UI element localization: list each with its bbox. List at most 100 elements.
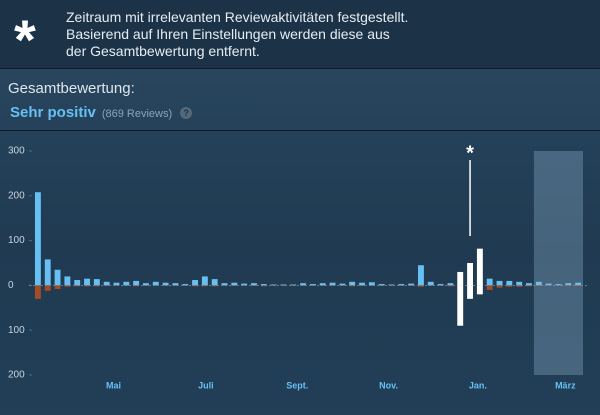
bar <box>496 280 503 286</box>
bar <box>192 280 198 286</box>
bar <box>575 285 582 287</box>
bar <box>565 285 572 287</box>
bar <box>162 282 169 286</box>
bar <box>457 285 464 326</box>
bar <box>575 282 582 286</box>
bar <box>486 278 493 286</box>
bar <box>290 284 297 286</box>
selection-range <box>533 151 583 375</box>
bar <box>54 285 61 289</box>
y-tick-label: 100 <box>8 235 25 246</box>
bar <box>545 283 552 286</box>
bar <box>152 281 159 286</box>
bar <box>408 283 415 286</box>
bar <box>44 259 51 286</box>
bar <box>516 285 523 287</box>
bar <box>103 281 110 286</box>
bar <box>192 285 198 287</box>
bar <box>93 279 100 286</box>
bar <box>133 280 140 286</box>
x-tick-label: März <box>555 380 576 390</box>
bar <box>467 285 473 299</box>
bar <box>467 263 473 286</box>
bar <box>309 284 316 286</box>
y-tick-label: 0 <box>8 280 14 291</box>
bar <box>221 283 228 286</box>
bar <box>329 282 336 286</box>
bar <box>74 280 81 286</box>
bar <box>447 283 454 286</box>
bar <box>476 285 483 295</box>
bar <box>113 282 120 286</box>
bar <box>349 285 356 287</box>
bar <box>319 283 326 286</box>
bar <box>447 285 454 287</box>
bar <box>84 285 90 287</box>
bar <box>260 284 267 286</box>
bar <box>84 278 90 286</box>
bar <box>93 285 100 287</box>
notice-icon: * <box>14 8 36 71</box>
bar <box>133 285 140 287</box>
bar <box>437 284 444 286</box>
bar <box>526 283 532 286</box>
x-tick-label: Mai <box>106 380 121 390</box>
y-tick-label: 300 <box>8 146 25 157</box>
notice-line: Zeitraum mit irrelevanten Reviewaktivitä… <box>66 9 409 25</box>
bar <box>54 269 61 286</box>
bar <box>535 285 542 287</box>
x-tick-label: Nov. <box>379 380 398 390</box>
x-tick-label: Sept. <box>286 380 308 390</box>
y-tick-label: 200 <box>8 190 25 201</box>
bar <box>496 285 503 288</box>
x-tick-label: Juli <box>198 380 214 390</box>
bar <box>565 283 572 286</box>
bar <box>280 284 287 286</box>
bar <box>486 285 493 290</box>
bar <box>270 284 277 286</box>
bar <box>123 281 130 286</box>
bar <box>339 283 346 286</box>
bar <box>427 281 434 286</box>
bar <box>368 282 375 286</box>
bar <box>251 283 257 286</box>
notice-text: Zeitraum mit irrelevanten Reviewaktivitä… <box>66 9 408 60</box>
annotation: * <box>466 142 474 164</box>
bar <box>172 283 179 286</box>
bar <box>231 282 238 286</box>
bar <box>143 283 149 286</box>
bar <box>378 284 385 286</box>
bar <box>418 265 424 286</box>
bar <box>388 284 395 286</box>
bar <box>418 285 424 287</box>
bar <box>526 285 532 287</box>
bar <box>506 285 513 287</box>
notice-line: der Gesamtbewertung entfernt. <box>66 43 260 59</box>
divider <box>0 130 600 131</box>
bar <box>535 281 542 286</box>
bar <box>74 285 81 287</box>
y-tick-label: 200 <box>8 370 25 381</box>
bar <box>182 284 189 286</box>
notice-banner: * Zeitraum mit irrelevanten Reviewaktivi… <box>0 0 600 69</box>
bar <box>398 284 405 286</box>
help-icon[interactable]: ? <box>180 107 193 119</box>
bar <box>211 279 218 286</box>
bar <box>506 280 513 286</box>
bar <box>34 192 41 286</box>
rating: Sehr positiv <box>10 104 96 121</box>
bar <box>34 285 41 299</box>
summary: Sehr positiv (869 Reviews)? <box>10 104 193 121</box>
bar <box>260 285 267 287</box>
bar <box>201 285 208 287</box>
bar <box>64 285 71 287</box>
notice-line: Basierend auf Ihren Einstellungen werden… <box>66 26 390 42</box>
bar <box>211 285 218 287</box>
x-tick-label: Jan. <box>469 380 487 390</box>
bar <box>241 283 248 286</box>
bar <box>457 271 464 286</box>
bar <box>476 248 483 286</box>
review-count: (869 Reviews) <box>101 108 173 120</box>
